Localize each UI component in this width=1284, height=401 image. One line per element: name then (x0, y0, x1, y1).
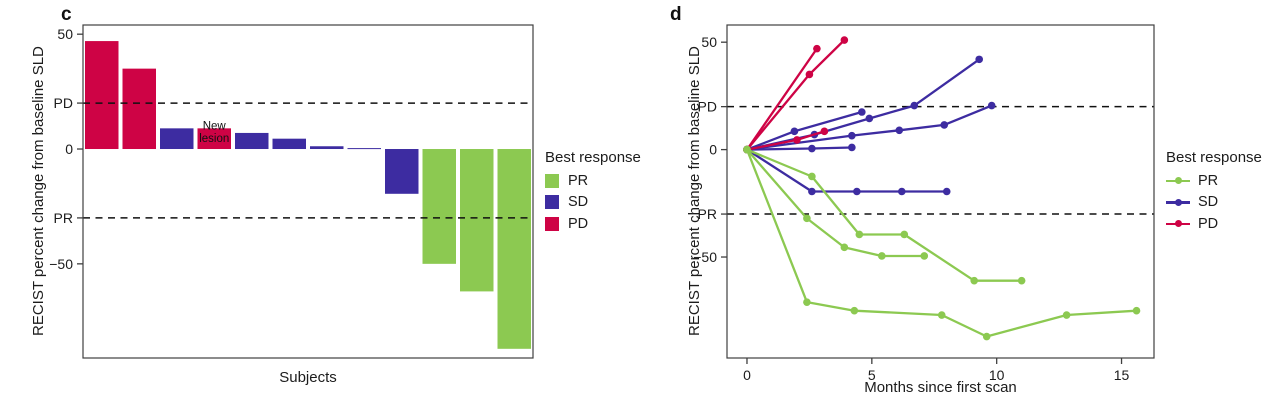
y-tick-label: 0 (65, 141, 73, 157)
legend-entry-label: PR (1198, 172, 1219, 189)
data-point-pr (808, 172, 816, 181)
data-point-sd (895, 126, 904, 135)
panel-d-y-axis-label: RECIST percent change from baseline SLD (686, 46, 703, 337)
legend-entry-label: SD (1198, 194, 1219, 210)
data-point-sd (942, 187, 951, 196)
x-tick-label: 0 (743, 367, 751, 383)
bar-subject-1 (85, 41, 119, 150)
data-point-sd (848, 131, 856, 140)
data-point-pr (1017, 276, 1026, 285)
data-point-sd (987, 101, 996, 110)
legend-entry-pd: PD (1166, 216, 1262, 231)
x-tick-label: 5 (868, 367, 876, 383)
bar-subject-8 (347, 148, 381, 150)
data-point-pr (840, 243, 849, 252)
data-point-sd (853, 187, 861, 196)
bar-subject-2 (122, 68, 156, 150)
legend-entry-pr: PR (545, 173, 641, 188)
data-point-pd (813, 44, 821, 53)
data-point-sd (858, 108, 866, 116)
y-tick-label: PR (54, 210, 73, 226)
data-point-pr (982, 332, 991, 341)
y-tick-label: 0 (709, 142, 717, 158)
legend-entry-pr: PR (1166, 173, 1262, 188)
data-point-pd (840, 36, 849, 44)
data-point-sd (790, 127, 799, 136)
bar-annotation: New lesion (199, 120, 229, 145)
data-point-sd (940, 121, 949, 129)
data-point-sd (808, 187, 816, 196)
data-point-pr (1132, 306, 1141, 315)
data-point-sd (897, 187, 906, 196)
panel-c-x-axis-label: Subjects (279, 369, 337, 386)
legend-best-response-c: Best response PR SD PD (545, 149, 641, 238)
sd-line-marker (1166, 195, 1190, 209)
data-point-sd (910, 101, 919, 110)
data-point-pr (803, 298, 811, 306)
series-line-sd-1 (745, 110, 863, 151)
series-line-pr-8 (745, 148, 1023, 282)
legend-best-response-d: Best response PR SD PD (1166, 149, 1262, 238)
data-point-pr (878, 252, 886, 260)
panel-c-y-axis-label: RECIST percent change from baseline SLD (30, 46, 47, 337)
bar-subject-10 (422, 149, 456, 264)
y-tick-label: 50 (57, 26, 73, 42)
data-point-sd (808, 144, 816, 153)
legend-entry-label: PR (568, 172, 589, 189)
x-tick-label: 10 (989, 367, 1005, 383)
data-point-pd (820, 127, 829, 136)
data-point-pr (937, 311, 946, 319)
data-point-sd (848, 143, 856, 152)
bar-subject-11 (460, 149, 494, 292)
legend-entry-label: SD (568, 194, 589, 210)
data-point-sd (975, 55, 984, 64)
legend-title: Best response (545, 149, 641, 166)
sd-color-swatch (545, 195, 559, 209)
y-tick-label: −50 (693, 249, 717, 265)
bar-subject-5 (235, 132, 269, 150)
plot-border (82, 24, 534, 359)
data-point-pr (970, 276, 979, 285)
data-point-pr (850, 306, 859, 315)
data-point-pr (855, 230, 864, 239)
data-point-pd (805, 70, 814, 79)
legend-entry-pd: PD (545, 216, 641, 231)
y-tick-label: −50 (49, 256, 73, 272)
data-point-pr (803, 214, 811, 223)
legend-title: Best response (1166, 149, 1262, 166)
x-tick-label: 15 (1114, 367, 1130, 383)
series-line-pd-5 (745, 47, 819, 151)
panel-c-letter: c (61, 4, 72, 25)
bar-subject-7 (310, 146, 344, 150)
legend-entry-label: PD (568, 215, 589, 232)
data-point-pd (793, 136, 801, 144)
bar-subject-9 (385, 149, 419, 194)
data-point-pr (1062, 311, 1071, 319)
bar-subject-6 (272, 138, 306, 150)
y-tick-label: PD (698, 99, 717, 115)
panel-d-letter: d (670, 4, 682, 25)
data-point-sd (865, 114, 874, 123)
pd-line-marker (1166, 217, 1190, 231)
panel-d-x-axis-label: Months since first scan (864, 379, 1017, 396)
legend-entry-sd: SD (545, 195, 641, 210)
data-point-pr (920, 252, 929, 260)
legend-entry-label: PD (1198, 215, 1219, 232)
bar-subject-4 (197, 128, 231, 150)
y-tick-label: PR (698, 206, 717, 222)
pd-color-swatch (545, 216, 559, 231)
bar-subject-3 (160, 128, 194, 150)
pr-line-marker (1166, 174, 1190, 188)
plot-border (726, 24, 1155, 359)
series-line-pr-10 (745, 148, 1138, 338)
data-point-pr (900, 230, 909, 239)
y-tick-label: 50 (701, 34, 717, 50)
legend-entry-sd: SD (1166, 195, 1262, 210)
bar-subject-12 (497, 149, 531, 349)
data-point-pr (743, 145, 751, 154)
pr-color-swatch (545, 173, 559, 188)
y-tick-label: PD (54, 95, 73, 111)
